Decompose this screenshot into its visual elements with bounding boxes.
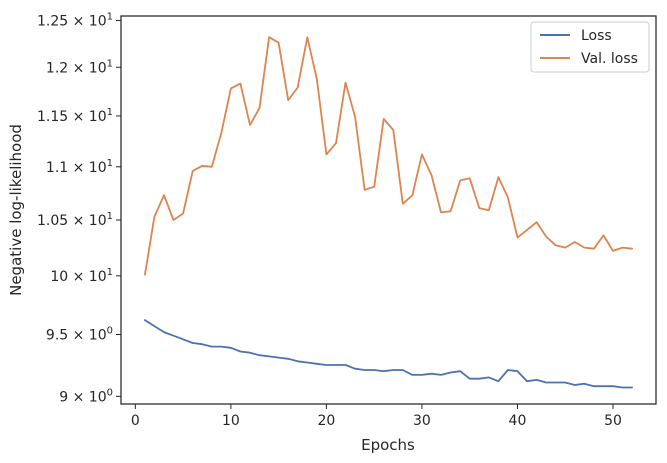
y-tick-label: 1.25 × 101: [37, 12, 113, 30]
y-tick-label: 1.15 × 101: [37, 107, 113, 125]
x-tick-label: 0: [131, 413, 140, 429]
x-axis-title: Epochs: [361, 436, 415, 454]
x-tick-label: 50: [604, 413, 622, 429]
y-tick-label: 1.2 × 101: [46, 58, 113, 76]
y-tick-label: 9 × 100: [59, 387, 113, 405]
legend: Loss Val. loss: [530, 21, 650, 73]
x-tick-label: 40: [509, 413, 527, 429]
y-axis-title: Negative log-likelihood: [7, 124, 25, 296]
x-axis: 0 10 20 30 40 50: [131, 404, 622, 429]
legend-label-val-loss: Val. loss: [581, 51, 638, 67]
y-axis: 9 × 100 9.5 × 100 10 × 101 1.05 × 101 1.1 × …: [37, 12, 121, 405]
y-tick-label: 9.5 × 100: [46, 325, 113, 343]
series-line-val-loss: [143, 36, 633, 276]
x-tick-label: 10: [222, 413, 240, 429]
series-line-loss: [143, 319, 633, 389]
x-tick-label: 20: [317, 413, 335, 429]
x-tick-label: 30: [413, 413, 431, 429]
legend-label-loss: Loss: [581, 28, 612, 44]
series-layer: [143, 36, 633, 389]
y-tick-label: 10 × 101: [50, 267, 113, 285]
y-tick-label: 1.05 × 101: [37, 211, 113, 229]
plot-frame: [120, 15, 657, 405]
y-tick-label: 1.1 × 101: [46, 158, 113, 176]
